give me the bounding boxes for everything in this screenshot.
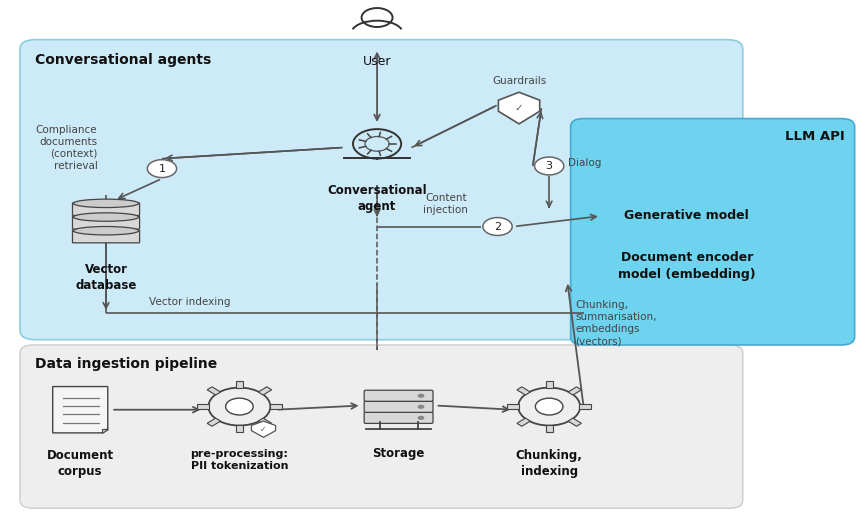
Polygon shape — [236, 425, 242, 433]
Polygon shape — [207, 418, 221, 426]
Text: ✓: ✓ — [514, 103, 523, 113]
Text: Content
injection: Content injection — [423, 193, 469, 215]
Polygon shape — [517, 418, 530, 426]
Circle shape — [483, 218, 512, 236]
Circle shape — [417, 416, 424, 420]
Text: Dialog: Dialog — [568, 159, 602, 168]
Polygon shape — [568, 387, 581, 395]
Polygon shape — [499, 92, 540, 124]
Text: Vector indexing: Vector indexing — [149, 297, 230, 307]
Polygon shape — [546, 381, 553, 388]
Polygon shape — [53, 387, 107, 433]
FancyBboxPatch shape — [73, 203, 139, 215]
Polygon shape — [269, 404, 281, 409]
Polygon shape — [236, 381, 242, 388]
Text: Chunking,
summarisation,
embeddings
(vectors): Chunking, summarisation, embeddings (vec… — [575, 300, 656, 346]
Polygon shape — [258, 387, 272, 395]
Text: 2: 2 — [494, 221, 501, 231]
FancyBboxPatch shape — [571, 119, 855, 345]
Polygon shape — [197, 404, 210, 409]
Text: Document encoder
model (embedding): Document encoder model (embedding) — [618, 251, 756, 281]
Text: Guardrails: Guardrails — [492, 76, 546, 86]
Ellipse shape — [74, 213, 139, 221]
Text: 1: 1 — [158, 164, 165, 173]
Text: Generative model: Generative model — [624, 210, 749, 222]
Circle shape — [147, 160, 177, 178]
FancyBboxPatch shape — [73, 230, 139, 243]
Polygon shape — [207, 387, 221, 395]
FancyBboxPatch shape — [365, 390, 433, 401]
Text: Data ingestion pipeline: Data ingestion pipeline — [36, 356, 217, 371]
Polygon shape — [568, 418, 581, 426]
FancyBboxPatch shape — [20, 39, 743, 340]
Text: Storage: Storage — [372, 446, 424, 460]
Text: Compliance
documents
(context)
retrieval: Compliance documents (context) retrieval — [36, 124, 98, 171]
FancyBboxPatch shape — [20, 345, 743, 508]
Text: pre-processing:
PII tokenization: pre-processing: PII tokenization — [191, 448, 288, 471]
Circle shape — [417, 405, 424, 409]
Text: Chunking,
indexing: Chunking, indexing — [516, 448, 583, 478]
Text: Conversational
agent: Conversational agent — [327, 185, 427, 213]
Text: User: User — [363, 55, 391, 69]
Text: ✓: ✓ — [261, 425, 267, 434]
Ellipse shape — [74, 227, 139, 235]
Polygon shape — [546, 425, 553, 433]
FancyBboxPatch shape — [365, 412, 433, 423]
Text: LLM API: LLM API — [785, 130, 844, 143]
Text: Vector
database: Vector database — [75, 263, 137, 293]
Polygon shape — [251, 421, 275, 437]
FancyBboxPatch shape — [365, 401, 433, 412]
Circle shape — [535, 398, 563, 415]
Text: Conversational agents: Conversational agents — [36, 53, 211, 67]
Text: 3: 3 — [546, 161, 553, 171]
Polygon shape — [101, 429, 107, 433]
Polygon shape — [258, 418, 272, 426]
Ellipse shape — [74, 199, 139, 207]
FancyBboxPatch shape — [73, 217, 139, 229]
Circle shape — [226, 398, 253, 415]
Polygon shape — [517, 387, 530, 395]
Polygon shape — [579, 404, 591, 409]
Polygon shape — [507, 404, 519, 409]
Circle shape — [534, 157, 564, 175]
Circle shape — [417, 394, 424, 398]
Text: Document
corpus: Document corpus — [47, 448, 113, 478]
